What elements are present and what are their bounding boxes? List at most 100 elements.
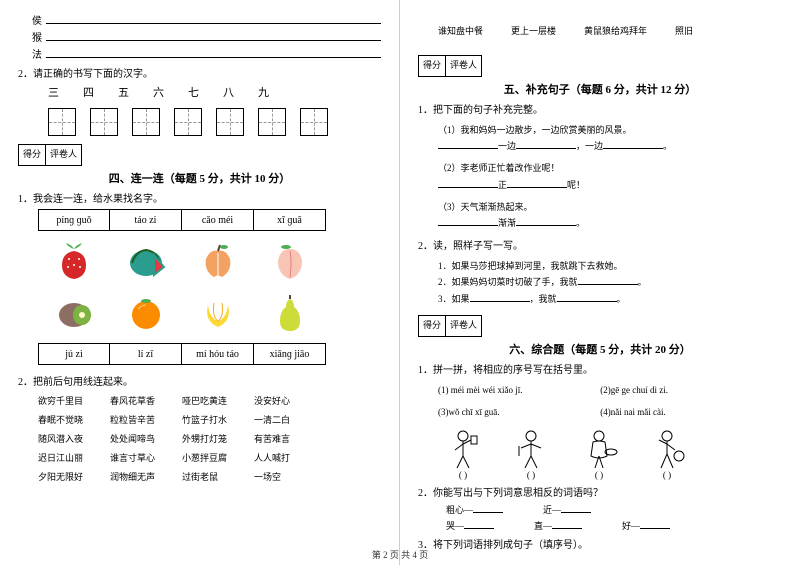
orange-icon <box>110 287 182 339</box>
question-4-2: 2．把前后句用线连起来。 <box>18 373 381 388</box>
question-6-2: 2．你能写出与下列词意思相反的词语吗？ <box>418 484 782 499</box>
writing-grid[interactable] <box>258 108 286 136</box>
idiom: 更上一层楼 <box>511 24 556 37</box>
match-item: 一场空 <box>254 470 326 483</box>
blank[interactable] <box>473 503 503 513</box>
pinyin-cell: mí hóu táo <box>182 343 254 365</box>
match-item: 迟日江山丽 <box>38 451 110 464</box>
blank[interactable] <box>507 178 567 188</box>
char-line-3: 法 <box>32 46 381 61</box>
idiom-row: 谁知盘中餐 更上一层楼 黄鼠狼给鸡拜年 照旧 <box>438 24 782 37</box>
pinyin-line: (1) méi mèi wéi xiǎo jī. (2)gē ge chuí d… <box>438 382 782 398</box>
writing-grid[interactable] <box>216 108 244 136</box>
writing-grid[interactable] <box>90 108 118 136</box>
text: 一边 <box>498 141 516 151</box>
text: 渐渐 <box>498 218 516 228</box>
match-item: 一清二白 <box>254 413 326 426</box>
paren[interactable]: ( ) <box>459 470 467 480</box>
blank[interactable] <box>516 139 576 149</box>
char-header-row: 三 四 五 六 七 八 九 <box>48 84 381 100</box>
match-item: 随风潜入夜 <box>38 432 110 445</box>
blank[interactable] <box>516 216 576 226</box>
match-item: 没安好心 <box>254 394 326 407</box>
match-row: 随风潜入夜处处闻啼鸟外甥打灯笼有苦难言 <box>38 432 381 445</box>
match-item: 竹篮子打水 <box>182 413 254 426</box>
score-box: 得分 评卷人 <box>18 144 381 166</box>
pinyin-cell: pínɡ ɡuǒ <box>38 209 110 231</box>
sentence-3: （3）天气渐渐热起来。 渐渐。 <box>438 199 782 231</box>
char: 五 <box>118 84 129 100</box>
blank[interactable] <box>640 519 670 529</box>
char: 七 <box>188 84 199 100</box>
blank[interactable] <box>603 139 663 149</box>
text: 呢！ <box>567 180 585 190</box>
writing-grid[interactable] <box>48 108 76 136</box>
pinyin-cell: xī ɡuā <box>254 209 326 231</box>
blank[interactable] <box>552 519 582 529</box>
pinyin-text: (1) méi mèi wéi xiǎo jī. <box>438 382 598 398</box>
writing-grid-row <box>48 108 381 136</box>
writing-grid[interactable] <box>174 108 202 136</box>
grader-label: 评卷人 <box>46 144 82 166</box>
blank[interactable] <box>578 275 638 285</box>
word: 哭— <box>446 521 464 531</box>
writing-grid[interactable] <box>132 108 160 136</box>
char: 六 <box>153 84 164 100</box>
blank[interactable] <box>470 292 530 302</box>
word-pair-row: 粗心— 近— <box>446 503 782 516</box>
match-item: 春风花草香 <box>110 394 182 407</box>
question-6-1: 1．拼一拼，将相应的序号写在括号里。 <box>418 361 782 376</box>
paren[interactable]: ( ) <box>527 470 535 480</box>
paren[interactable]: ( ) <box>595 470 603 480</box>
match-item: 过街老鼠 <box>182 470 254 483</box>
question-4-1: 1．我会连一连，给水果找名字。 <box>18 190 381 205</box>
char: 三 <box>48 84 59 100</box>
score-label: 得分 <box>418 55 446 77</box>
pinyin-row-top: pínɡ ɡuǒ táo zi cǎo méi xī ɡuā <box>38 209 381 231</box>
match-grid: 欲穷千里目春风花草香哑巴吃黄连没安好心 春眠不觉晓粒粒皆辛苦竹篮子打水一清二白 … <box>38 394 381 483</box>
pinyin-text: (2)gē ge chuí dì zi. <box>600 385 668 395</box>
kiwi-icon <box>38 287 110 339</box>
word: 近— <box>543 505 561 515</box>
match-item: 欲穷千里目 <box>38 394 110 407</box>
match-item: 小葱拌豆腐 <box>182 451 254 464</box>
example-text: 2．如果妈妈切菜时切破了手，我就 <box>438 277 578 287</box>
match-item: 谁言寸草心 <box>110 451 182 464</box>
blank[interactable] <box>561 503 591 513</box>
blank[interactable] <box>438 216 498 226</box>
grader-label: 评卷人 <box>446 315 482 337</box>
score-box: 得分 评卷人 <box>418 315 782 337</box>
text: ，一边 <box>576 141 603 151</box>
char: 四 <box>83 84 94 100</box>
pinyin-cell: táo zi <box>110 209 182 231</box>
blank[interactable] <box>557 292 617 302</box>
blank[interactable] <box>438 178 498 188</box>
example-text: 1．如果马莎把球掉到河里，我就跳下去救她。 <box>438 261 623 271</box>
sentence-1: （1）我和妈妈一边散步，一边欣赏美丽的风景。 一边，一边。 <box>438 122 782 154</box>
blank[interactable] <box>438 139 498 149</box>
person-icon-3: ( ) <box>574 426 624 480</box>
score-box: 得分 评卷人 <box>418 55 782 77</box>
score-label: 得分 <box>18 144 46 166</box>
picture-row: ( ) ( ) ( ) ( ) <box>438 426 782 480</box>
match-row: 迟日江山丽谁言寸草心小葱拌豆腐人人喊打 <box>38 451 381 464</box>
blank[interactable] <box>464 519 494 529</box>
banana-icon <box>182 287 254 339</box>
idiom: 黄鼠狼给鸡拜年 <box>584 24 647 37</box>
person-icon-2: ( ) <box>506 426 556 480</box>
paren[interactable]: ( ) <box>663 470 671 480</box>
idiom: 谁知盘中餐 <box>438 24 483 37</box>
section-5-title: 五、补充句子（每题 6 分，共计 12 分） <box>418 81 782 97</box>
sentence-2: （2）李老师正忙着改作业呢！ 正呢！ <box>438 160 782 192</box>
text: 3．如果 <box>438 294 470 304</box>
page-footer: 第 2 页 共 4 页 <box>0 548 800 561</box>
match-item: 春眠不觉晓 <box>38 413 110 426</box>
question-5-2: 2．读，照样子写一写。 <box>418 237 782 252</box>
example-text: （3）天气渐渐热起来。 <box>438 202 533 212</box>
char-line-2: 猴 <box>32 29 381 44</box>
writing-grid[interactable] <box>300 108 328 136</box>
match-row: 夕阳无限好润物细无声过街老鼠一场空 <box>38 470 381 483</box>
pinyin-line: (3)wǒ chī xī guā. (4)nǎi nai mǎi cài. <box>438 404 782 420</box>
idiom: 照旧 <box>675 24 693 37</box>
match-item: 润物细无声 <box>110 470 182 483</box>
